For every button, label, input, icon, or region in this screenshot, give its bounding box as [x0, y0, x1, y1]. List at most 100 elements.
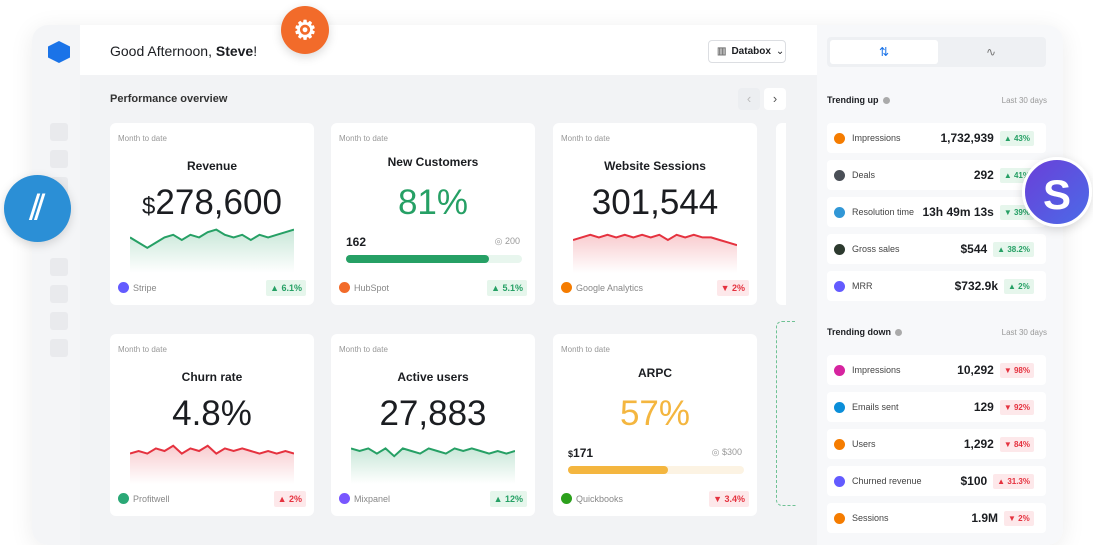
current-value: 162: [346, 235, 366, 249]
card-value: 27,883: [331, 394, 535, 434]
data-source: Mixpanel: [339, 493, 390, 504]
trend-row[interactable]: Gross sales $544 ▲ 38.2%: [827, 234, 1046, 264]
sparkline-chart: [130, 444, 294, 484]
metric-value: 129: [973, 400, 994, 414]
period-label: Month to date: [118, 345, 167, 354]
data-source: Stripe: [118, 282, 157, 293]
metric-name: Emails sent: [852, 402, 899, 412]
workspace-label: Databox: [731, 46, 771, 57]
metric-value: 10,292: [957, 363, 994, 377]
sendinblue-icon: [834, 401, 845, 413]
card-value-number: 301,544: [591, 183, 719, 222]
metric-card[interactable]: Month to date New Customers 81% 162 ◎ 200…: [331, 123, 535, 305]
sidebar-item[interactable]: [50, 150, 68, 168]
metric-card[interactable]: Month to date Website Sessions 301,544 Go…: [553, 123, 757, 305]
card-title: Revenue: [186, 159, 238, 173]
stripe-icon: [834, 475, 845, 487]
page-title: Performance overview: [110, 93, 228, 105]
trend-row[interactable]: Churned revenue $100 ▲ 31.3%: [827, 466, 1046, 496]
google-analytics-icon: [834, 438, 845, 450]
sparkline-area: [130, 229, 294, 273]
prev-button[interactable]: ‹: [738, 88, 760, 110]
metric-name: Gross sales: [852, 244, 900, 254]
sidebar-item[interactable]: [50, 339, 68, 357]
change-badge: ▼ 3.4%: [709, 491, 749, 507]
next-card-peek: [776, 123, 786, 305]
card-title: New Customers: [387, 155, 479, 169]
metric-name: Deals: [852, 170, 876, 180]
card-value-number: 27,883: [379, 394, 487, 433]
change-badge: ▼ 84%: [999, 436, 1034, 452]
trends-panel: ⇅ ∿ Trending up Last 30 days Impressions…: [817, 25, 1063, 545]
trend-row[interactable]: Users 1,292 ▼ 84%: [827, 429, 1046, 459]
progress-fill: [346, 255, 489, 263]
shopify-icon: [834, 243, 845, 255]
tab-activity-pulse-icon[interactable]: ∿: [985, 45, 997, 59]
add-card-placeholder[interactable]: [776, 321, 796, 506]
metric-value: 1,292: [963, 437, 994, 451]
sidebar-item[interactable]: [50, 258, 68, 276]
trend-row[interactable]: Impressions 10,292 ▼ 98%: [827, 355, 1046, 385]
progress-track: [568, 466, 744, 474]
main-area: Performance overview ‹ › Month to date R…: [80, 75, 817, 545]
goal: ◎ 200: [495, 236, 520, 247]
goal-value: 200: [504, 236, 520, 246]
period-label: Month to date: [561, 134, 610, 143]
metric-name: Resolution time: [852, 207, 915, 217]
info-icon[interactable]: [882, 97, 890, 105]
change-badge: ▼ 2%: [1004, 510, 1034, 526]
card-value-number: 4.8%: [172, 394, 252, 433]
goal: ◎ $300: [712, 447, 742, 458]
change-badge: ▲ 38.2%: [993, 241, 1034, 257]
sparkline-chart: [573, 233, 737, 273]
google-analytics-icon: [834, 512, 845, 524]
progress-fill: [568, 466, 669, 474]
trend-row[interactable]: Impressions 1,732,939 ▲ 43%: [827, 123, 1046, 153]
helpscout-icon: [834, 206, 845, 218]
card-value: 57%: [619, 394, 691, 433]
stripe-logo-icon: S: [1022, 157, 1092, 227]
metric-name: Churned revenue: [852, 476, 922, 486]
metric-card[interactable]: Month to date Churn rate 4.8% Profitwell …: [110, 334, 314, 516]
sparkline-line: [351, 447, 515, 458]
mixpanel-icon: [339, 493, 350, 504]
sidebar-item[interactable]: [50, 312, 68, 330]
source-name: Stripe: [133, 282, 157, 293]
sidebar-item[interactable]: [50, 285, 68, 303]
info-icon[interactable]: [895, 329, 902, 337]
trend-row[interactable]: Resolution time 13h 49m 13s ▼ 39%: [827, 197, 1046, 227]
greeting-end: !: [253, 43, 258, 59]
trend-row[interactable]: Deals 292 ▲ 41%: [827, 160, 1046, 190]
section-title: Trending down: [827, 327, 891, 337]
hubspot-icon: [834, 169, 845, 181]
sparkline-chart: [351, 447, 515, 484]
trend-row[interactable]: MRR $732.9k ▲ 2%: [827, 271, 1046, 301]
next-button[interactable]: ›: [764, 88, 786, 110]
card-title: ARPC: [637, 366, 672, 380]
change-badge: ▼ 98%: [999, 362, 1034, 378]
trend-row[interactable]: Emails sent 129 ▼ 92%: [827, 392, 1046, 422]
section-title: Trending up: [827, 95, 879, 105]
target-icon: ◎: [711, 447, 720, 457]
databox-logo-icon[interactable]: [48, 41, 70, 63]
quickbooks-icon: [561, 493, 572, 504]
sparkline-line: [130, 228, 294, 249]
current-number: 162: [346, 235, 367, 249]
source-name: Profitwell: [133, 493, 170, 504]
period-label: Month to date: [339, 345, 388, 354]
metric-card[interactable]: Month to date Revenue $278,600 Stripe ▲ 6…: [110, 123, 314, 305]
workspace-select[interactable]: ▥ Databox ⌄: [708, 40, 786, 63]
data-source: HubSpot: [339, 282, 389, 293]
google-analytics-icon: [834, 132, 845, 144]
greeting-text: Good Afternoon,: [110, 43, 216, 59]
metric-card[interactable]: Month to date ARPC 57% $171 ◎ $300 Quickb…: [553, 334, 757, 516]
metric-name: Impressions: [852, 133, 901, 143]
trend-row[interactable]: Sessions 1.9M ▼ 2%: [827, 503, 1046, 533]
google-analytics-icon: [561, 282, 572, 293]
tab-trends-arrows-icon[interactable]: ⇅: [830, 40, 938, 64]
sidebar-item[interactable]: [50, 123, 68, 141]
metric-card[interactable]: Month to date Active users 27,883 Mixpane…: [331, 334, 535, 516]
hubspot-icon: [339, 282, 350, 293]
change-badge: ▲ 2%: [1004, 278, 1034, 294]
card-value-number: 278,600: [155, 183, 282, 222]
